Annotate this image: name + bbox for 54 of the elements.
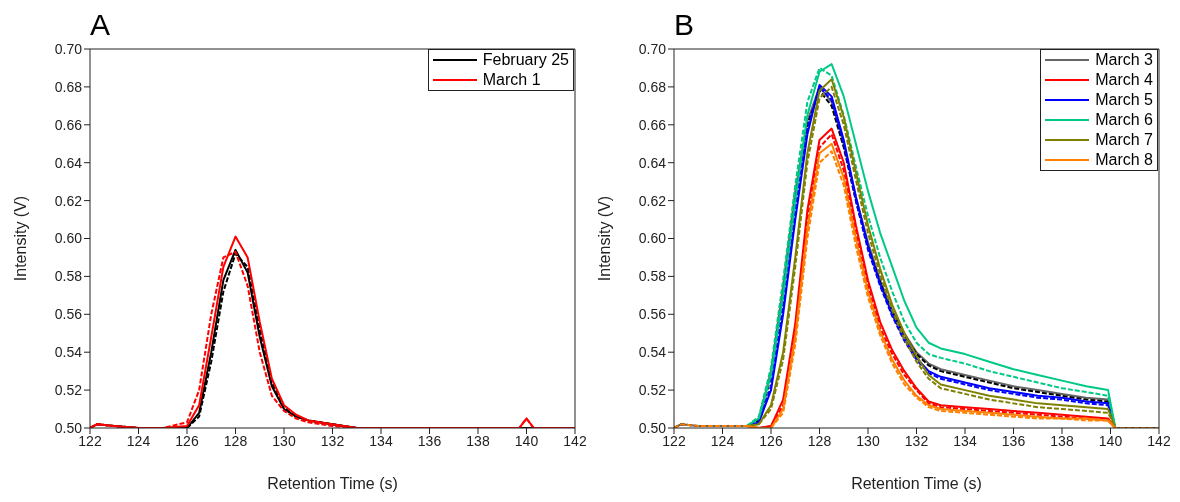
y-tick-label: 0.70 [638, 40, 667, 57]
x-axis-title: Retention Time (s) [267, 475, 398, 493]
x-tick-label: 134 [953, 432, 977, 449]
y-tick-label: 0.64 [638, 154, 667, 171]
y-tick-label: 0.56 [638, 306, 667, 323]
y-axis-title: Intensity (V) [595, 195, 613, 282]
y-tick-label: 0.54 [54, 344, 83, 361]
x-tick-label: 138 [1050, 432, 1074, 449]
y-tick-label: 0.64 [54, 154, 83, 171]
x-tick-label: 124 [710, 432, 735, 449]
x-tick-label: 128 [223, 432, 248, 449]
chart-title: B [674, 8, 695, 42]
y-tick-label: 0.52 [638, 382, 667, 399]
y-tick-label: 0.68 [638, 78, 667, 95]
legend-label: March 1 [482, 70, 541, 90]
x-tick-label: 136 [417, 432, 442, 449]
x-tick-label: 142 [1147, 432, 1171, 449]
y-tick-label: 0.66 [54, 116, 83, 133]
x-tick-label: 126 [175, 432, 199, 449]
y-tick-label: 0.62 [54, 192, 83, 209]
y-tick-label: 0.58 [54, 268, 83, 285]
x-tick-label: 124 [126, 432, 151, 449]
x-tick-label: 136 [1001, 432, 1026, 449]
legend-label: March 8 [1095, 150, 1153, 170]
x-tick-label: 134 [369, 432, 393, 449]
x-tick-label: 140 [514, 432, 539, 449]
x-tick-label: 130 [272, 432, 296, 449]
x-axis-title: Retention Time (s) [851, 475, 982, 493]
legend-label: March 7 [1095, 130, 1153, 150]
y-tick-label: 0.58 [638, 268, 667, 285]
x-tick-label: 132 [904, 432, 929, 449]
x-tick-label: 140 [1098, 432, 1123, 449]
legend-label: March 5 [1095, 90, 1153, 110]
x-tick-label: 138 [466, 432, 490, 449]
legend-label: March 4 [1095, 70, 1153, 90]
y-tick-label: 0.56 [54, 306, 83, 323]
x-tick-label: 142 [563, 432, 587, 449]
y-tick-label: 0.68 [54, 78, 83, 95]
y-tick-label: 0.54 [638, 344, 667, 361]
x-tick-label: 126 [759, 432, 783, 449]
legend-label: February 25 [482, 50, 569, 70]
y-axis-title: Intensity (V) [11, 195, 29, 282]
legend-label: March 6 [1095, 110, 1153, 130]
x-tick-label: 128 [807, 432, 832, 449]
y-tick-label: 0.70 [54, 40, 83, 57]
legend-label: March 3 [1095, 50, 1153, 70]
y-tick-label: 0.66 [638, 116, 667, 133]
y-tick-label: 0.62 [638, 192, 667, 209]
x-tick-label: 132 [320, 432, 345, 449]
y-tick-label: 0.52 [54, 382, 83, 399]
y-tick-label: 0.60 [638, 230, 667, 247]
chart-title: A [90, 8, 111, 42]
y-tick-label: 0.60 [54, 230, 83, 247]
x-tick-label: 130 [856, 432, 880, 449]
